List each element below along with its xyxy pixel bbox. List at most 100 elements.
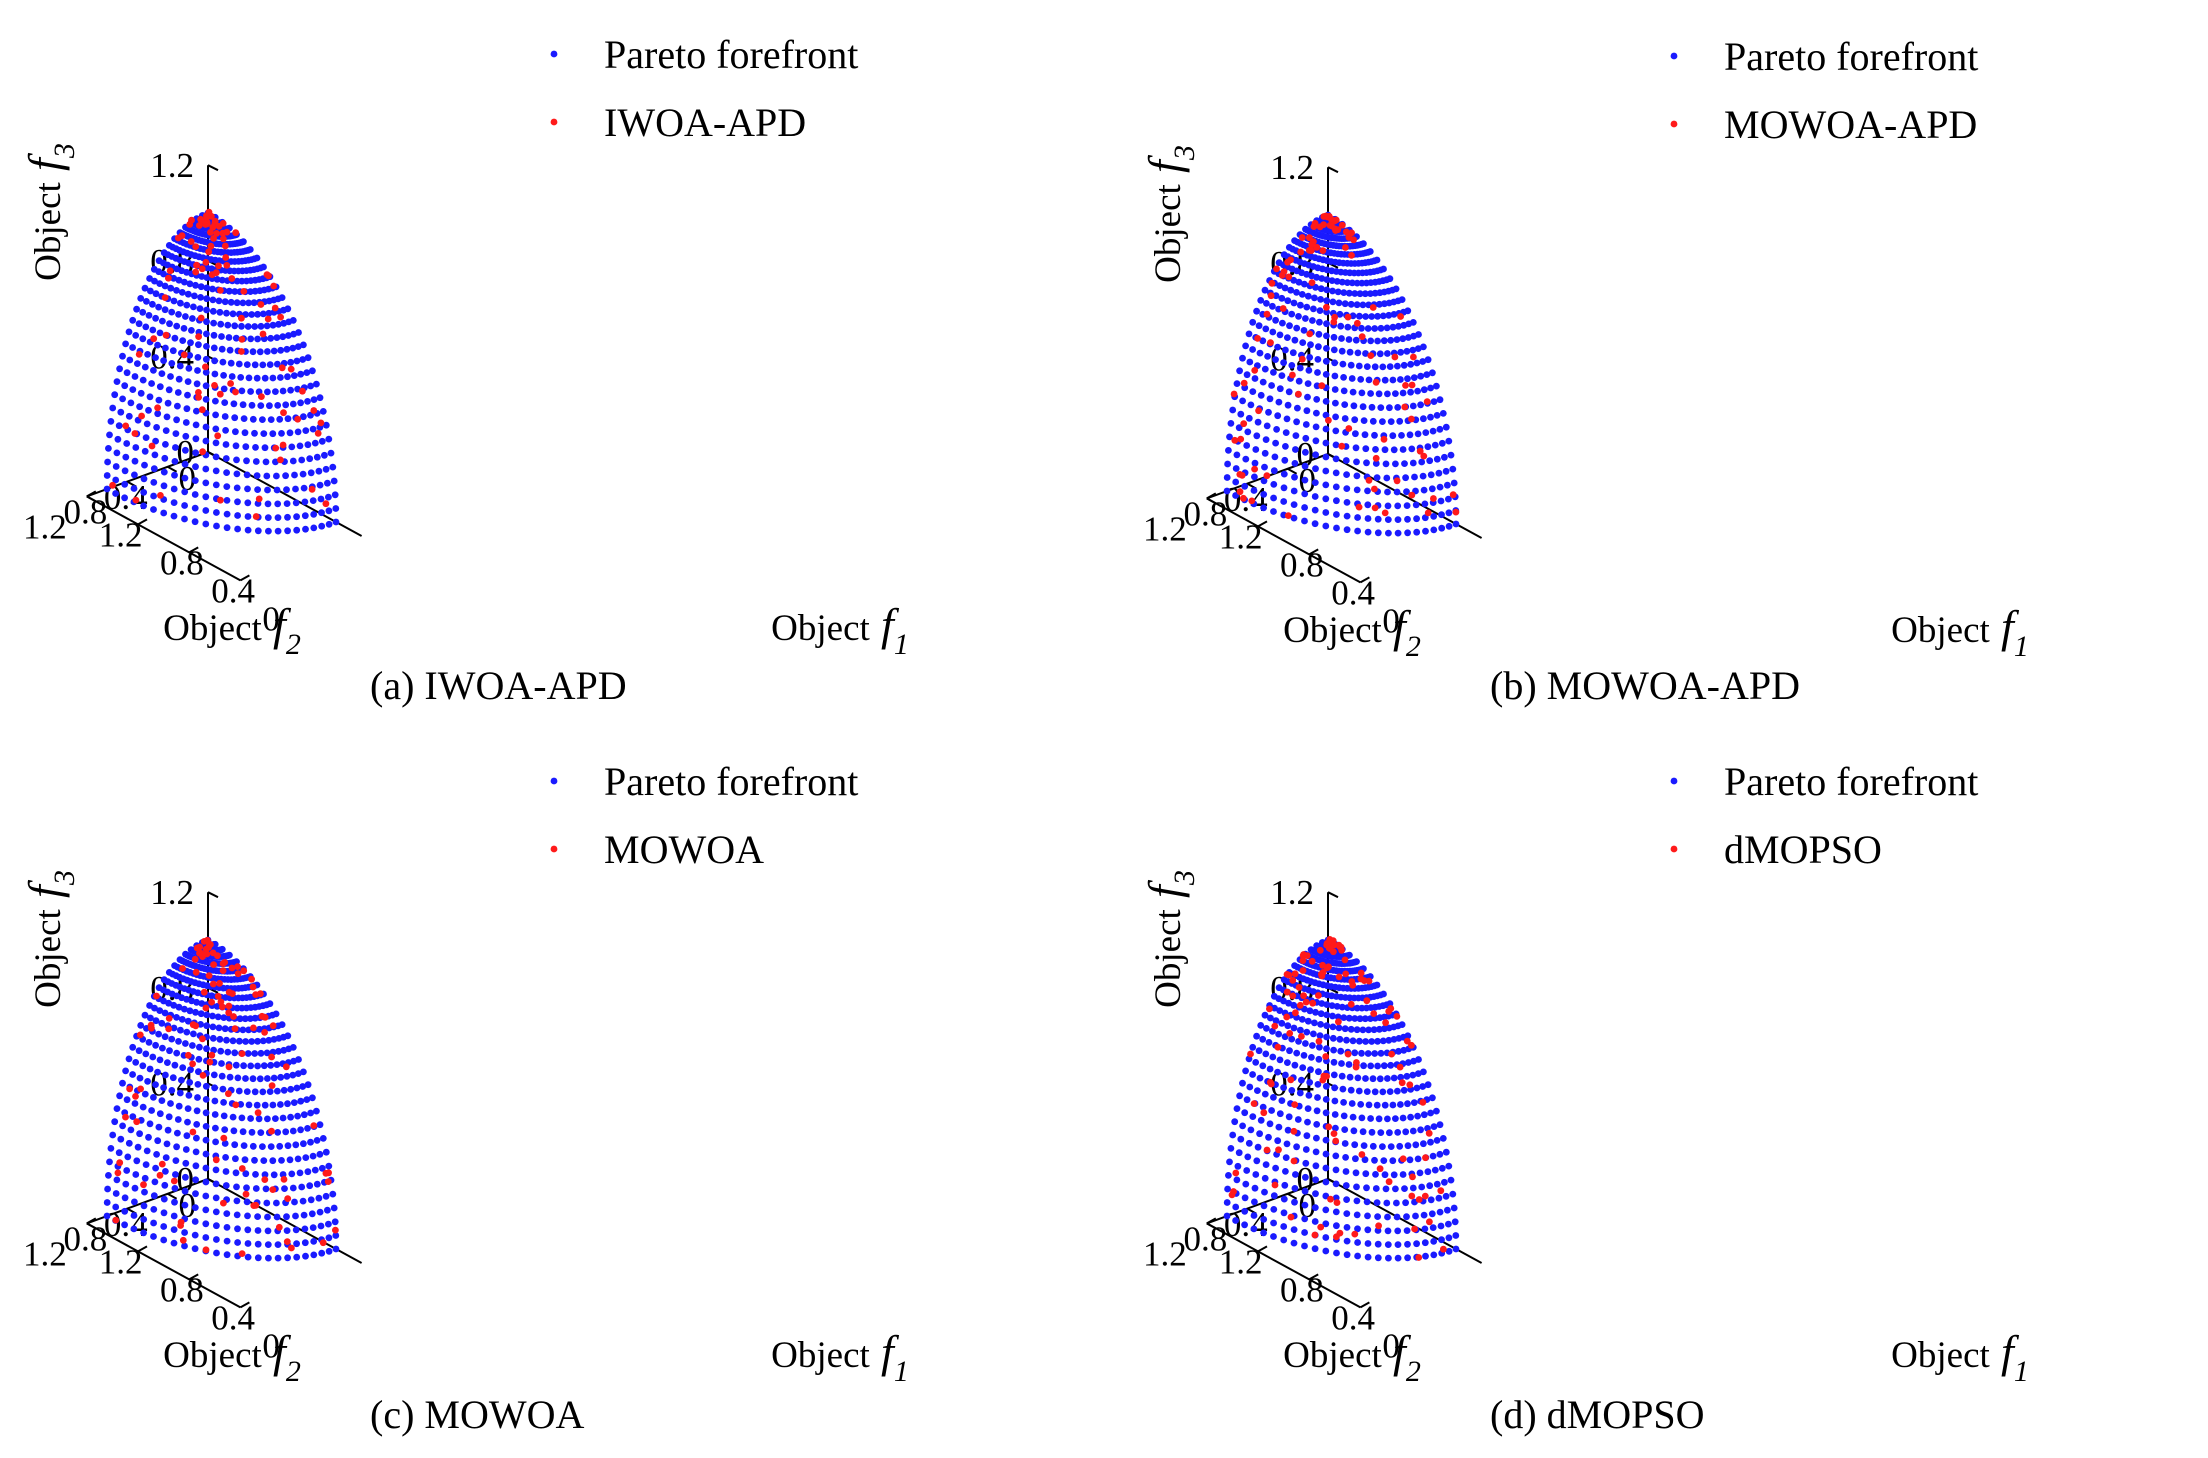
pareto-point — [1278, 372, 1286, 379]
pareto-point — [122, 453, 130, 461]
pareto-point — [186, 1079, 194, 1086]
pareto-point — [269, 374, 277, 382]
pareto-point — [284, 415, 292, 423]
pareto-point — [186, 352, 194, 359]
solution-point — [310, 407, 318, 414]
pareto-point — [142, 1050, 150, 1058]
pareto-point — [1421, 1239, 1429, 1247]
pareto-point — [1376, 1025, 1383, 1033]
pareto-point — [211, 357, 219, 365]
pareto-point — [130, 1212, 138, 1219]
pareto-point — [1383, 324, 1391, 332]
pareto-point — [275, 320, 282, 328]
pareto-point — [1273, 426, 1280, 433]
pareto-point — [1323, 276, 1331, 283]
solution-point — [1421, 1192, 1429, 1200]
pareto-point — [1452, 520, 1460, 528]
pareto-point — [1389, 432, 1397, 440]
pareto-point — [1360, 240, 1367, 248]
pareto-point — [175, 1003, 183, 1011]
solution-point — [165, 1015, 173, 1022]
pareto-point — [1356, 312, 1363, 320]
solution-point — [1285, 273, 1293, 281]
pareto-point — [1253, 432, 1261, 440]
pareto-point — [141, 461, 148, 469]
pareto-point — [1384, 1075, 1391, 1082]
pareto-point — [106, 1158, 113, 1166]
pareto-point — [223, 497, 231, 504]
solution-point — [180, 351, 188, 359]
pareto-point — [1442, 1192, 1450, 1200]
pareto-point — [294, 1155, 302, 1163]
solution-point — [184, 1051, 192, 1059]
pareto-point — [1368, 313, 1376, 320]
pareto-point — [1290, 1226, 1298, 1233]
pareto-point — [1307, 341, 1314, 349]
pareto-point — [215, 1024, 223, 1032]
pareto-point — [1241, 1221, 1248, 1229]
pareto-point — [107, 1145, 115, 1152]
solution-point — [1263, 310, 1271, 318]
solution-point — [238, 1250, 246, 1257]
pareto-point — [1227, 420, 1235, 427]
solution-point — [179, 1236, 187, 1244]
pareto-point — [202, 369, 210, 376]
solution-point — [254, 1109, 262, 1117]
legend-marker-algorithm — [1670, 120, 1678, 128]
pareto-point — [213, 509, 220, 516]
pareto-point — [1257, 1022, 1265, 1029]
solution-point — [1319, 1076, 1327, 1084]
pareto-point — [141, 284, 149, 292]
pareto-point — [139, 376, 147, 384]
pareto-point — [212, 439, 220, 447]
pareto-point — [156, 1110, 164, 1118]
f3-tick-label: 1.2 — [150, 146, 194, 185]
pareto-point — [143, 420, 151, 428]
pareto-point — [280, 1086, 288, 1094]
solution-point — [207, 242, 215, 250]
solution-point — [1408, 1192, 1416, 1200]
pareto-point — [304, 1125, 311, 1132]
pareto-point — [1261, 449, 1269, 457]
solution-point — [140, 1181, 147, 1189]
pareto-point — [293, 1253, 301, 1261]
pareto-point — [329, 463, 337, 471]
pareto-point — [1338, 278, 1346, 286]
pareto-point — [209, 1012, 216, 1020]
pareto-point — [160, 1223, 168, 1230]
pareto-point — [130, 1225, 138, 1233]
pareto-point — [1354, 527, 1361, 535]
pareto-point — [1417, 401, 1424, 409]
pareto-point — [1334, 288, 1342, 296]
pareto-point — [190, 1030, 197, 1038]
pareto-point — [175, 1102, 183, 1110]
f2-tick — [86, 495, 97, 503]
pareto-point — [106, 431, 113, 439]
pareto-point — [187, 339, 194, 347]
pareto-point — [1331, 386, 1339, 393]
pareto-point — [1331, 359, 1338, 367]
pareto-point — [1439, 410, 1447, 417]
solution-point — [1250, 1100, 1258, 1107]
pareto-point — [1343, 1196, 1350, 1203]
svg-text:Object f3: Object f3 — [1139, 145, 1201, 283]
pareto-point — [1283, 415, 1291, 423]
pareto-point — [1354, 1225, 1361, 1233]
pareto-point — [210, 319, 218, 327]
pareto-point — [1420, 1111, 1428, 1119]
solution-point — [1409, 1173, 1416, 1181]
pareto-point — [1341, 1126, 1349, 1133]
solution-point — [1380, 435, 1388, 443]
pareto-point — [1332, 413, 1339, 421]
pareto-point — [1239, 1079, 1246, 1087]
pareto-point — [1372, 446, 1379, 453]
f1-tick-label: 0.4 — [1331, 573, 1375, 612]
pareto-point — [202, 355, 210, 363]
pareto-point — [131, 1198, 138, 1206]
pareto-point — [274, 514, 282, 521]
pareto-point — [1371, 1088, 1379, 1096]
pareto-point — [283, 1213, 290, 1221]
pareto-point — [1426, 1182, 1434, 1190]
pareto-point — [1245, 330, 1253, 338]
pareto-point — [1317, 285, 1325, 293]
